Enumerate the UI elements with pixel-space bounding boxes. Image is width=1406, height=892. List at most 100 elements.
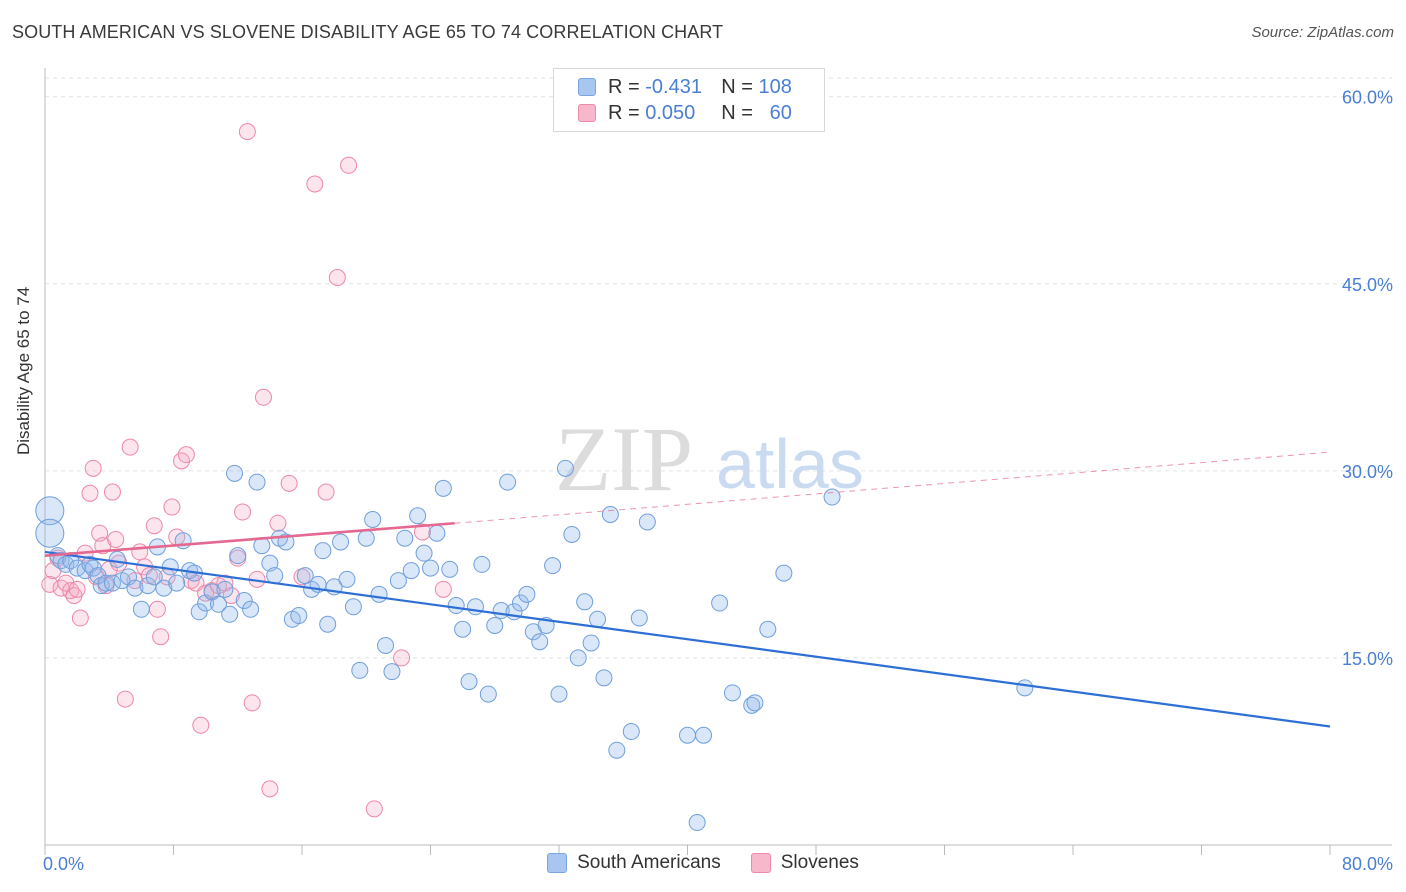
legend-item-slovenes[interactable]: Slovenes — [750, 852, 859, 874]
south-american-point — [216, 580, 234, 598]
south-american-point — [759, 620, 777, 638]
south-american-point — [466, 598, 484, 616]
legend-r-value: 0.050 — [645, 101, 696, 124]
south-american-point — [544, 557, 562, 575]
slovene-point — [116, 690, 134, 708]
south-american-point — [370, 585, 388, 603]
south-american-point — [229, 547, 247, 565]
slovenes-trend-line — [44, 521, 455, 557]
legend-label: Slovenes — [780, 852, 859, 873]
south-american-point — [168, 574, 186, 592]
south-american-point — [261, 554, 279, 572]
legend-swatch-blue — [547, 853, 568, 873]
south-american-point — [589, 610, 607, 628]
south-american-point — [563, 525, 581, 543]
tick-labels: 15.0% 30.0% 45.0% 60.0% 0.0% 80.0% — [43, 88, 1393, 874]
slovene-point — [243, 694, 261, 712]
south-american-point — [582, 634, 600, 652]
slovene-point — [84, 459, 102, 477]
south-american-point — [743, 696, 761, 714]
south-american-point — [441, 560, 459, 578]
trend-lines — [44, 451, 1331, 728]
south-americans-trend-line — [44, 550, 1331, 728]
south-american-point — [473, 555, 491, 573]
south-american-point — [145, 568, 163, 586]
slovene-point — [163, 498, 181, 516]
south-american-point — [396, 529, 414, 547]
south-american-point — [296, 567, 314, 585]
south-american-point — [108, 550, 126, 568]
south-american-point — [248, 473, 266, 491]
south-american-point — [35, 518, 65, 548]
south-american-point — [35, 496, 65, 526]
legend-n-label: N = — [721, 75, 753, 98]
slovene-point — [152, 628, 170, 646]
slovene-point — [222, 587, 240, 605]
legend-swatch-pink — [578, 104, 596, 122]
slovene-point — [121, 438, 139, 456]
south-american-point — [688, 814, 706, 832]
south-american-point — [357, 529, 375, 547]
south-american-point — [511, 594, 529, 612]
grid-lines — [45, 77, 1392, 659]
south-american-point — [161, 558, 179, 576]
series-legend: South Americans Slovenes — [0, 852, 1406, 874]
south-american-point — [344, 598, 362, 616]
south-american-point — [415, 544, 433, 562]
south-american-point — [422, 559, 439, 577]
south-american-point — [630, 609, 648, 627]
legend-row-south-americans: R = -0.431 N = 108 — [578, 75, 792, 99]
chart-title: SOUTH AMERICAN VS SLOVENE DISABILITY AGE… — [12, 22, 724, 42]
slovene-point — [317, 483, 335, 501]
south-american-point — [103, 574, 121, 592]
south-american-point — [601, 506, 619, 524]
slovene-point — [103, 483, 121, 501]
slovene-point — [148, 600, 166, 618]
slovene-point — [261, 780, 279, 798]
legend-row-slovenes: R = 0.050 N = 60 — [578, 101, 792, 125]
south-american-point — [479, 685, 497, 703]
south-american-point — [92, 577, 110, 595]
south-american-point — [775, 564, 793, 582]
south-american-point — [746, 694, 764, 712]
slovene-point — [234, 503, 252, 521]
slovene-point — [192, 716, 210, 734]
south-american-point — [209, 595, 227, 613]
slovene-point — [254, 388, 272, 406]
slovene-point — [269, 514, 287, 532]
legend-r-label: R = — [608, 75, 640, 98]
south-american-point — [351, 661, 369, 679]
slovene-point — [306, 175, 324, 193]
slovene-point — [145, 517, 163, 535]
legend-r-label: R = — [608, 101, 640, 124]
south-american-point — [226, 464, 244, 482]
south-american-point — [319, 615, 337, 633]
south-american-point — [389, 572, 407, 590]
south-american-point — [711, 594, 729, 612]
south-american-point — [460, 673, 478, 691]
x-tick-label: 80.0% — [1342, 854, 1393, 874]
south-american-point — [190, 603, 208, 621]
y-tick-label: 60.0% — [1342, 88, 1393, 108]
axes — [44, 68, 1392, 855]
south-american-point — [434, 479, 452, 497]
legend-label: South Americans — [577, 852, 721, 873]
south-american-point — [569, 649, 587, 667]
south-american-point — [266, 567, 284, 585]
slovene-point — [107, 530, 125, 548]
south-american-point — [314, 542, 332, 560]
south-american-point — [518, 585, 536, 603]
south-american-point — [364, 510, 382, 528]
south-american-point — [290, 607, 308, 625]
south-american-point — [126, 579, 144, 597]
south-american-point — [695, 726, 713, 744]
slovene-point — [81, 484, 99, 502]
legend-item-south-americans[interactable]: South Americans — [547, 852, 721, 874]
watermark-atlas: atlas — [716, 425, 864, 503]
south-american-point — [723, 684, 741, 702]
south-americans-points — [35, 459, 1034, 832]
x-tick-label: 0.0% — [43, 854, 84, 874]
south-american-point — [556, 459, 574, 477]
south-american-point — [595, 669, 613, 687]
slovene-point — [177, 446, 195, 464]
